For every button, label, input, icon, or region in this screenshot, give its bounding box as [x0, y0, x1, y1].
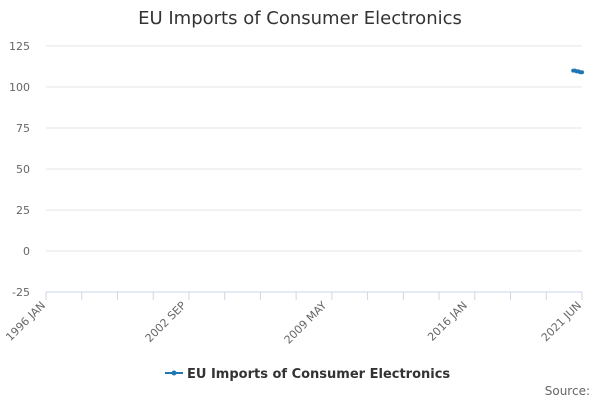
chart-title: EU Imports of Consumer Electronics [138, 8, 462, 29]
x-tick-label: 2016 JAN [425, 299, 470, 344]
y-tick-label: 0 [23, 245, 30, 258]
legend-label: EU Imports of Consumer Electronics [187, 367, 450, 382]
series-layer [571, 68, 584, 75]
y-tick-label: 125 [9, 40, 30, 53]
y-tick-label: -25 [12, 286, 30, 299]
y-axis: 125 100 75 50 25 0 -25 [9, 40, 30, 299]
x-tick-label: 2002 SEP [143, 299, 189, 345]
data-point[interactable] [580, 70, 584, 75]
y-tick-label: 75 [16, 122, 30, 135]
legend[interactable]: EU Imports of Consumer Electronics [165, 367, 450, 382]
x-tick-label: 1996 JAN [3, 299, 48, 344]
legend-swatch-marker [171, 370, 177, 376]
y-tick-label: 100 [9, 81, 30, 94]
source-label: Source: [545, 384, 590, 398]
x-tick-label: 2021 JUN [539, 299, 584, 344]
x-axis: 1996 JAN 2002 SEP 2009 MAY 2016 JAN 2021 JUN [3, 292, 584, 347]
x-tick-label: 2009 MAY [282, 299, 330, 347]
grid [46, 45, 582, 293]
y-tick-label: 50 [16, 163, 30, 176]
y-tick-label: 25 [16, 204, 30, 217]
